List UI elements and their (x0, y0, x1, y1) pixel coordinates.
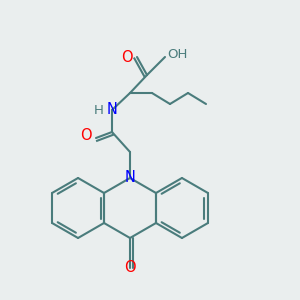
Text: N: N (124, 170, 135, 185)
Text: H: H (94, 103, 104, 116)
Text: O: O (80, 128, 92, 143)
Text: O: O (122, 50, 133, 64)
Text: N: N (106, 103, 117, 118)
Text: O: O (124, 260, 136, 275)
Text: OH: OH (167, 49, 188, 62)
